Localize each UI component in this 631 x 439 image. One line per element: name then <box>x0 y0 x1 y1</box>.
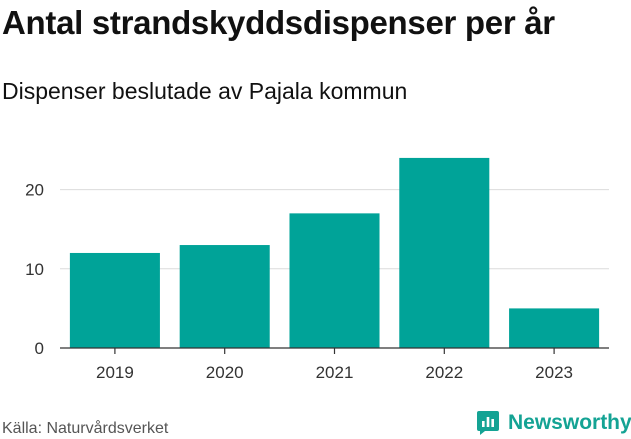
y-tick-label-0: 0 <box>35 339 44 358</box>
bar-chart: 0 10 20 2019 2020 2021 2022 2023 <box>25 157 609 382</box>
bar-2021 <box>289 213 380 348</box>
bar-2019 <box>69 252 160 348</box>
x-tick-label-2019: 2019 <box>96 363 134 382</box>
bar-2022 <box>399 157 490 348</box>
x-tick-label-2022: 2022 <box>425 363 463 382</box>
newsworthy-logo-icon <box>477 411 499 435</box>
x-tick-label-2020: 2020 <box>206 363 244 382</box>
x-tick-label-2021: 2021 <box>316 363 354 382</box>
y-tick-label-20: 20 <box>25 181 44 200</box>
bar-2020 <box>179 245 270 348</box>
axes: 0 10 20 2019 2020 2021 2022 2023 <box>25 181 609 382</box>
source-note: Källa: Naturvårdsverket <box>2 420 169 437</box>
chart-title: Antal strandskyddsdispenser per år <box>2 4 555 41</box>
bar-2023 <box>509 308 600 348</box>
brand-name: Newsworthy <box>508 411 631 434</box>
bars <box>69 157 600 348</box>
chart-subtitle: Dispenser beslutade av Pajala kommun <box>2 78 408 104</box>
y-tick-label-10: 10 <box>25 260 44 279</box>
brand-logo: Newsworthy <box>476 409 631 437</box>
x-tick-label-2023: 2023 <box>535 363 573 382</box>
